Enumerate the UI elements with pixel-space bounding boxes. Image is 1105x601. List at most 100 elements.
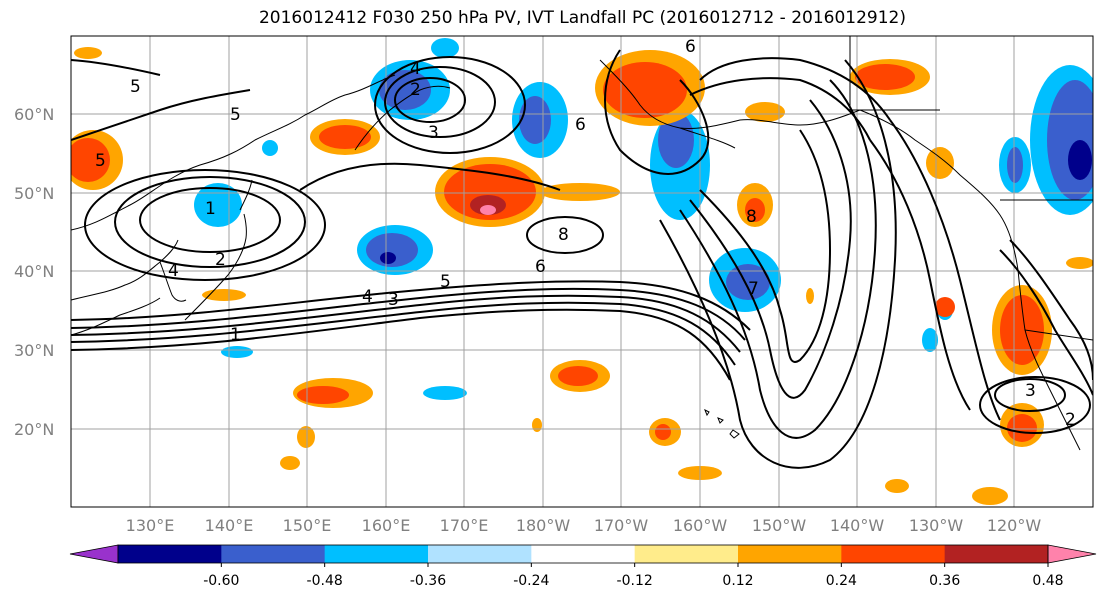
shading-blob — [935, 297, 955, 317]
contour-high — [526, 216, 604, 254]
shading-blob — [280, 456, 300, 470]
colorbar-segment — [324, 545, 429, 563]
lon-label: 150°W — [752, 516, 807, 535]
coastline-china — [71, 239, 179, 301]
lat-label: 20°N — [14, 420, 54, 439]
shading-blob — [297, 386, 349, 404]
shading-blob — [423, 386, 467, 400]
colorbar-segment — [738, 545, 842, 563]
contour-ridge — [869, 139, 971, 411]
contour-line — [71, 89, 251, 141]
contour-low — [84, 169, 326, 281]
colorbar-segment — [944, 545, 1049, 563]
contour-label: 4 — [410, 59, 421, 79]
contour-label: 6 — [535, 257, 546, 277]
contour-value-labels: 5 5 5 5 4 4 4 3 3 3 2 2 2 1 1 6 6 6 7 8 … — [95, 37, 1076, 430]
contour-low — [114, 176, 306, 268]
coastline-alaska — [599, 59, 861, 129]
contour-label: 3 — [1025, 381, 1036, 401]
coastline-kamchatka — [354, 85, 451, 151]
contour-label: 5 — [95, 151, 106, 171]
shading-blob — [745, 198, 765, 222]
shading-blob — [745, 102, 785, 122]
shading-blob — [655, 424, 671, 440]
shading-blob — [540, 183, 620, 201]
shading-blob — [603, 62, 687, 118]
shading-blob — [558, 366, 598, 386]
shading-blob — [71, 138, 110, 182]
latitude-labels: 60°N 50°N 40°N 30°N 20°N — [14, 105, 54, 439]
lon-label: 120°W — [987, 516, 1042, 535]
colorbar-tick-label: -0.60 — [203, 573, 239, 589]
contour-line — [71, 59, 161, 76]
contour-low — [979, 376, 1091, 434]
contour-ridge — [699, 57, 891, 121]
lon-label: 130°E — [126, 516, 175, 535]
colorbar-tick-label: 0.36 — [929, 573, 960, 589]
contour-label: 3 — [388, 290, 399, 310]
contour-trough — [699, 129, 832, 363]
contour-label: 2 — [410, 80, 421, 100]
contour-label: 4 — [168, 261, 179, 281]
shading-blob — [480, 205, 496, 215]
contour-low — [394, 77, 466, 123]
lon-label: 160°W — [673, 516, 728, 535]
lon-label: 140°E — [205, 516, 254, 535]
shading-blob — [922, 328, 938, 352]
lon-label: 140°W — [830, 516, 885, 535]
lon-label: 170°W — [594, 516, 649, 535]
contour-ridge — [689, 77, 871, 141]
colorbar-segments — [69, 544, 1097, 564]
contour-ridge — [604, 49, 710, 175]
contour-label: 6 — [685, 37, 696, 57]
shading-blob — [1066, 257, 1093, 269]
coastline-korea — [159, 261, 187, 302]
contour-line — [71, 301, 736, 366]
shading-blob — [1047, 80, 1093, 200]
shading-blob — [726, 264, 770, 300]
map-title: 2016012412 F030 250 hPa PV, IVT Landfall… — [258, 8, 906, 28]
contour-low — [139, 187, 281, 253]
shading-blob — [194, 183, 242, 227]
lon-label: 160°E — [362, 516, 411, 535]
colorbar-segment — [118, 545, 222, 563]
shading-blob — [855, 64, 915, 90]
colorbar: -0.60 -0.48 -0.36 -0.24 -0.12 0.12 0.24 0.36 0.4… — [69, 544, 1097, 589]
shading-blob — [1000, 295, 1044, 365]
shading-blob — [262, 140, 278, 156]
pv-contours — [71, 49, 1093, 469]
contour-label: 3 — [428, 123, 439, 143]
contour-label: 1 — [205, 199, 216, 219]
coastline-japan — [184, 213, 247, 321]
shading-blob — [926, 147, 954, 179]
shading-blob — [380, 252, 396, 264]
lon-label: 150°E — [283, 516, 332, 535]
contour-line — [71, 294, 741, 353]
lat-label: 60°N — [14, 105, 54, 124]
shading-blob — [1068, 140, 1092, 180]
colorbar-tick-label: 0.48 — [1032, 573, 1063, 589]
shading-blob — [202, 289, 246, 301]
lon-label: 180°W — [516, 516, 571, 535]
contour-label: 7 — [748, 279, 759, 299]
contour-label: 6 — [575, 115, 586, 135]
shading-blob — [221, 346, 253, 358]
contour-line — [71, 280, 751, 331]
longitude-labels: 130°E 140°E 150°E 160°E 170°E 180°W 170°… — [126, 516, 1042, 535]
coastline-china-south — [71, 297, 161, 336]
lat-label: 40°N — [14, 262, 54, 281]
contour-label: 2 — [1065, 410, 1076, 430]
contour-trough — [679, 79, 877, 439]
colorbar-tick-label: 0.12 — [722, 573, 753, 589]
colorbar-segment — [531, 545, 636, 563]
contour-label: 8 — [558, 225, 569, 245]
shading-blob — [519, 96, 551, 144]
colorbar-segment — [634, 545, 739, 563]
contour-line — [71, 287, 746, 341]
colorbar-tick-label: -0.48 — [307, 573, 343, 589]
contour-low — [374, 56, 526, 154]
shading-blob — [658, 112, 694, 168]
coastline-north-america — [859, 109, 1081, 451]
contour-line — [1009, 239, 1093, 381]
coastline-asia — [71, 74, 396, 231]
